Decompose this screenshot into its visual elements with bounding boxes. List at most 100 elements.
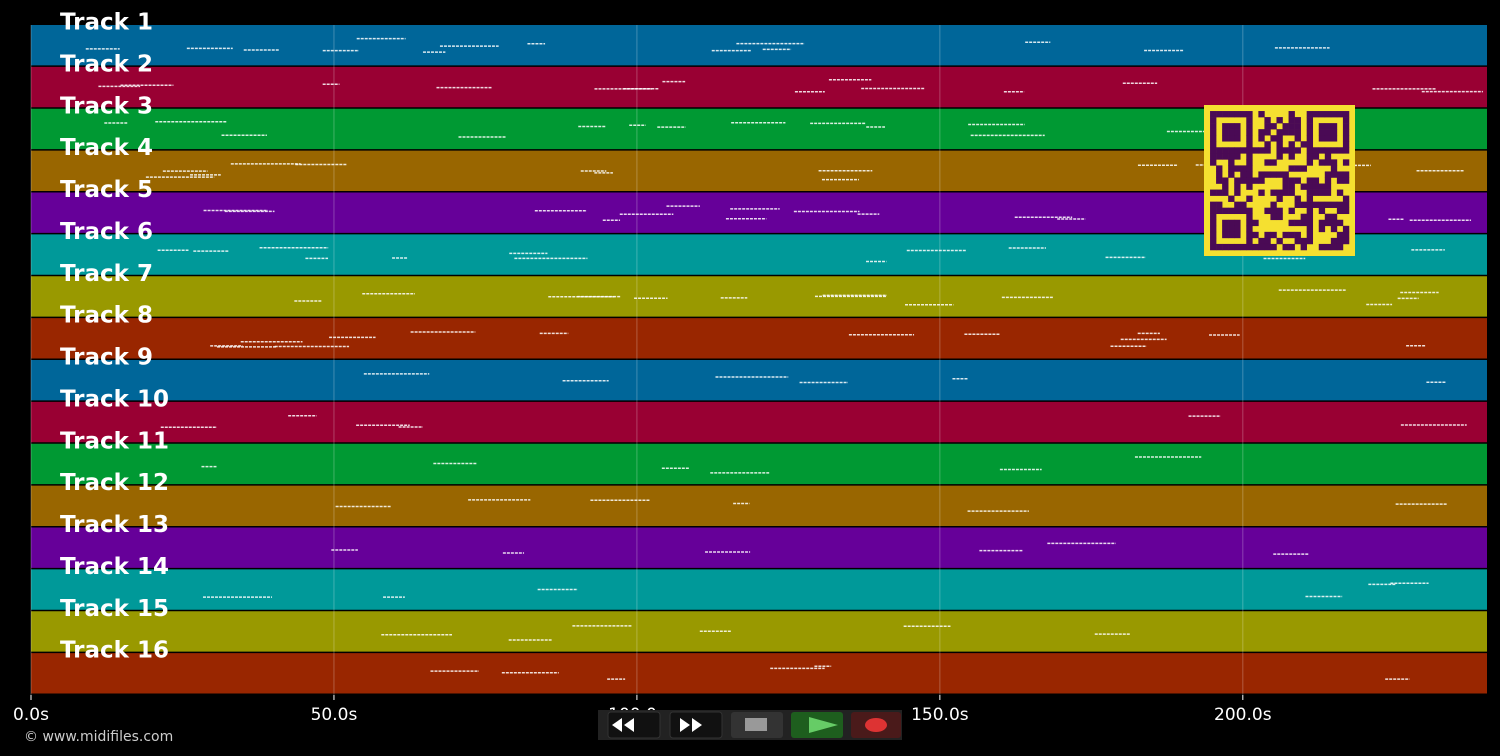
qr-cell <box>1312 189 1320 196</box>
rewind-button[interactable] <box>607 711 661 739</box>
qr-cell <box>1246 225 1253 233</box>
qr-cell <box>1306 117 1314 124</box>
qr-cell <box>1306 147 1314 154</box>
qr-cell <box>1234 243 1241 251</box>
qr-cell <box>1270 159 1277 166</box>
qr-cell <box>1258 189 1265 196</box>
qr-cell <box>1222 225 1229 233</box>
qr-cell <box>1216 243 1223 251</box>
qr-cell <box>1288 189 1295 196</box>
qr-cell <box>1330 135 1338 142</box>
qr-cell <box>1216 111 1223 118</box>
qr-cell <box>1342 141 1350 148</box>
qr-cell <box>1318 189 1326 196</box>
qr-cell <box>1240 243 1247 251</box>
qr-cell <box>1342 159 1350 166</box>
qr-cell <box>1318 201 1326 208</box>
qr-cell <box>1210 207 1217 215</box>
qr-cell <box>1216 207 1223 215</box>
qr-cell <box>1210 189 1217 196</box>
qr-cell <box>1246 231 1253 239</box>
qr-cell <box>1336 231 1344 239</box>
qr-cell <box>1210 213 1217 221</box>
qr-cell <box>1270 123 1277 130</box>
qr-cell <box>1264 147 1271 154</box>
qr-cell <box>1264 171 1271 178</box>
track-lane <box>31 318 1487 359</box>
qr-cell <box>1330 171 1338 178</box>
qr-cell <box>1336 219 1344 227</box>
track-lane <box>31 360 1487 401</box>
qr-cell <box>1252 177 1259 184</box>
stop-button[interactable] <box>731 712 783 738</box>
qr-cell <box>1324 129 1332 136</box>
qr-cell <box>1330 147 1338 154</box>
tick-label: 0.0s <box>13 705 49 725</box>
track-label: Track 7 <box>60 261 153 287</box>
qr-cell <box>1300 165 1307 172</box>
qr-cell <box>1282 189 1289 196</box>
track-label: Track 2 <box>60 51 153 77</box>
qr-cell <box>1318 243 1326 251</box>
qr-cell <box>1264 159 1271 166</box>
qr-cell <box>1342 129 1350 136</box>
qr-cell <box>1234 147 1241 154</box>
qr-cell <box>1234 225 1241 233</box>
qr-cell <box>1306 183 1314 190</box>
qr-cell <box>1282 177 1289 184</box>
qr-cell <box>1246 141 1253 148</box>
track-lane <box>31 276 1487 317</box>
qr-cell <box>1312 111 1320 118</box>
qr-cell <box>1246 171 1253 178</box>
qr-cell <box>1210 201 1217 208</box>
qr-cell <box>1240 165 1247 172</box>
qr-cell <box>1210 129 1217 136</box>
qr-cell <box>1342 201 1350 208</box>
qr-cell <box>1306 135 1314 142</box>
qr-cell <box>1222 189 1229 196</box>
qr-cell <box>1222 135 1229 142</box>
qr-cell <box>1270 135 1277 142</box>
qr-cell <box>1216 165 1223 172</box>
qr-cell <box>1228 165 1235 172</box>
qr-cell <box>1282 147 1289 154</box>
qr-cell <box>1306 111 1314 118</box>
qr-cell <box>1336 207 1344 215</box>
record-button[interactable] <box>851 712 901 738</box>
qr-cell <box>1294 129 1301 136</box>
qr-cell <box>1330 165 1338 172</box>
track-label: Track 6 <box>60 219 153 245</box>
qr-cell <box>1342 117 1350 124</box>
qr-cell <box>1306 201 1314 208</box>
qr-cell <box>1246 159 1253 166</box>
track-lane <box>31 25 1487 66</box>
qr-cell <box>1294 123 1301 130</box>
qr-cell <box>1240 177 1247 184</box>
qr-cell <box>1216 147 1223 154</box>
qr-cell <box>1324 147 1332 154</box>
qr-cell <box>1234 129 1241 136</box>
qr-cell <box>1306 177 1314 184</box>
qr-cell <box>1342 147 1350 154</box>
track-label: Track 10 <box>60 386 169 412</box>
qr-cell <box>1330 201 1338 208</box>
qr-cell <box>1270 213 1277 221</box>
qr-cell <box>1342 123 1350 130</box>
qr-code <box>1204 105 1355 256</box>
qr-cell <box>1228 153 1235 160</box>
qr-cell <box>1216 189 1223 196</box>
qr-cell <box>1246 207 1253 215</box>
qr-cell <box>1258 129 1265 136</box>
qr-cell <box>1300 243 1307 251</box>
qr-cell <box>1276 189 1283 196</box>
qr-cell <box>1342 195 1350 202</box>
qr-cell <box>1330 225 1338 233</box>
fast-forward-button[interactable] <box>669 711 723 739</box>
qr-cell <box>1306 237 1314 245</box>
qr-cell <box>1264 129 1271 136</box>
qr-cell <box>1228 195 1235 202</box>
qr-cell <box>1228 123 1235 130</box>
play-button[interactable] <box>791 712 843 738</box>
qr-cell <box>1264 231 1271 239</box>
qr-cell <box>1324 111 1332 118</box>
